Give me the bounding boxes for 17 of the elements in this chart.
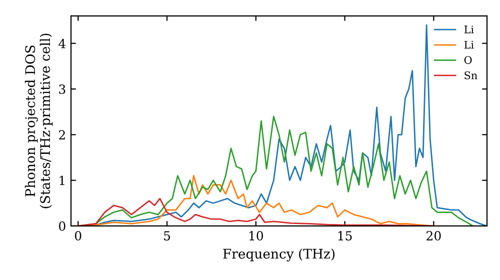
legend-label: O (464, 56, 472, 64)
legend-label: Li (464, 26, 474, 34)
x-tick-label: 20 (426, 231, 441, 240)
x-tick-label: 15 (338, 231, 352, 240)
line-series (77, 198, 434, 226)
y-tick-label: 0 (59, 221, 66, 231)
legend-label: Sn (464, 71, 478, 80)
y-tick-label: 2 (59, 130, 65, 140)
y-axis-title: Phonon projected DOS (States/THz·primitive cell) (24, 34, 53, 208)
y-tick-label: 3 (59, 84, 66, 94)
x-axis-title: Frequency (THz) (223, 248, 335, 262)
legend-label: Li (464, 40, 474, 49)
y-tick-label: 4 (58, 38, 66, 48)
x-tick-label: 10 (249, 231, 264, 240)
x-tick-label: 0 (74, 231, 82, 240)
y-tick-label: 1 (60, 176, 64, 186)
x-tick-label: 5 (164, 231, 170, 240)
